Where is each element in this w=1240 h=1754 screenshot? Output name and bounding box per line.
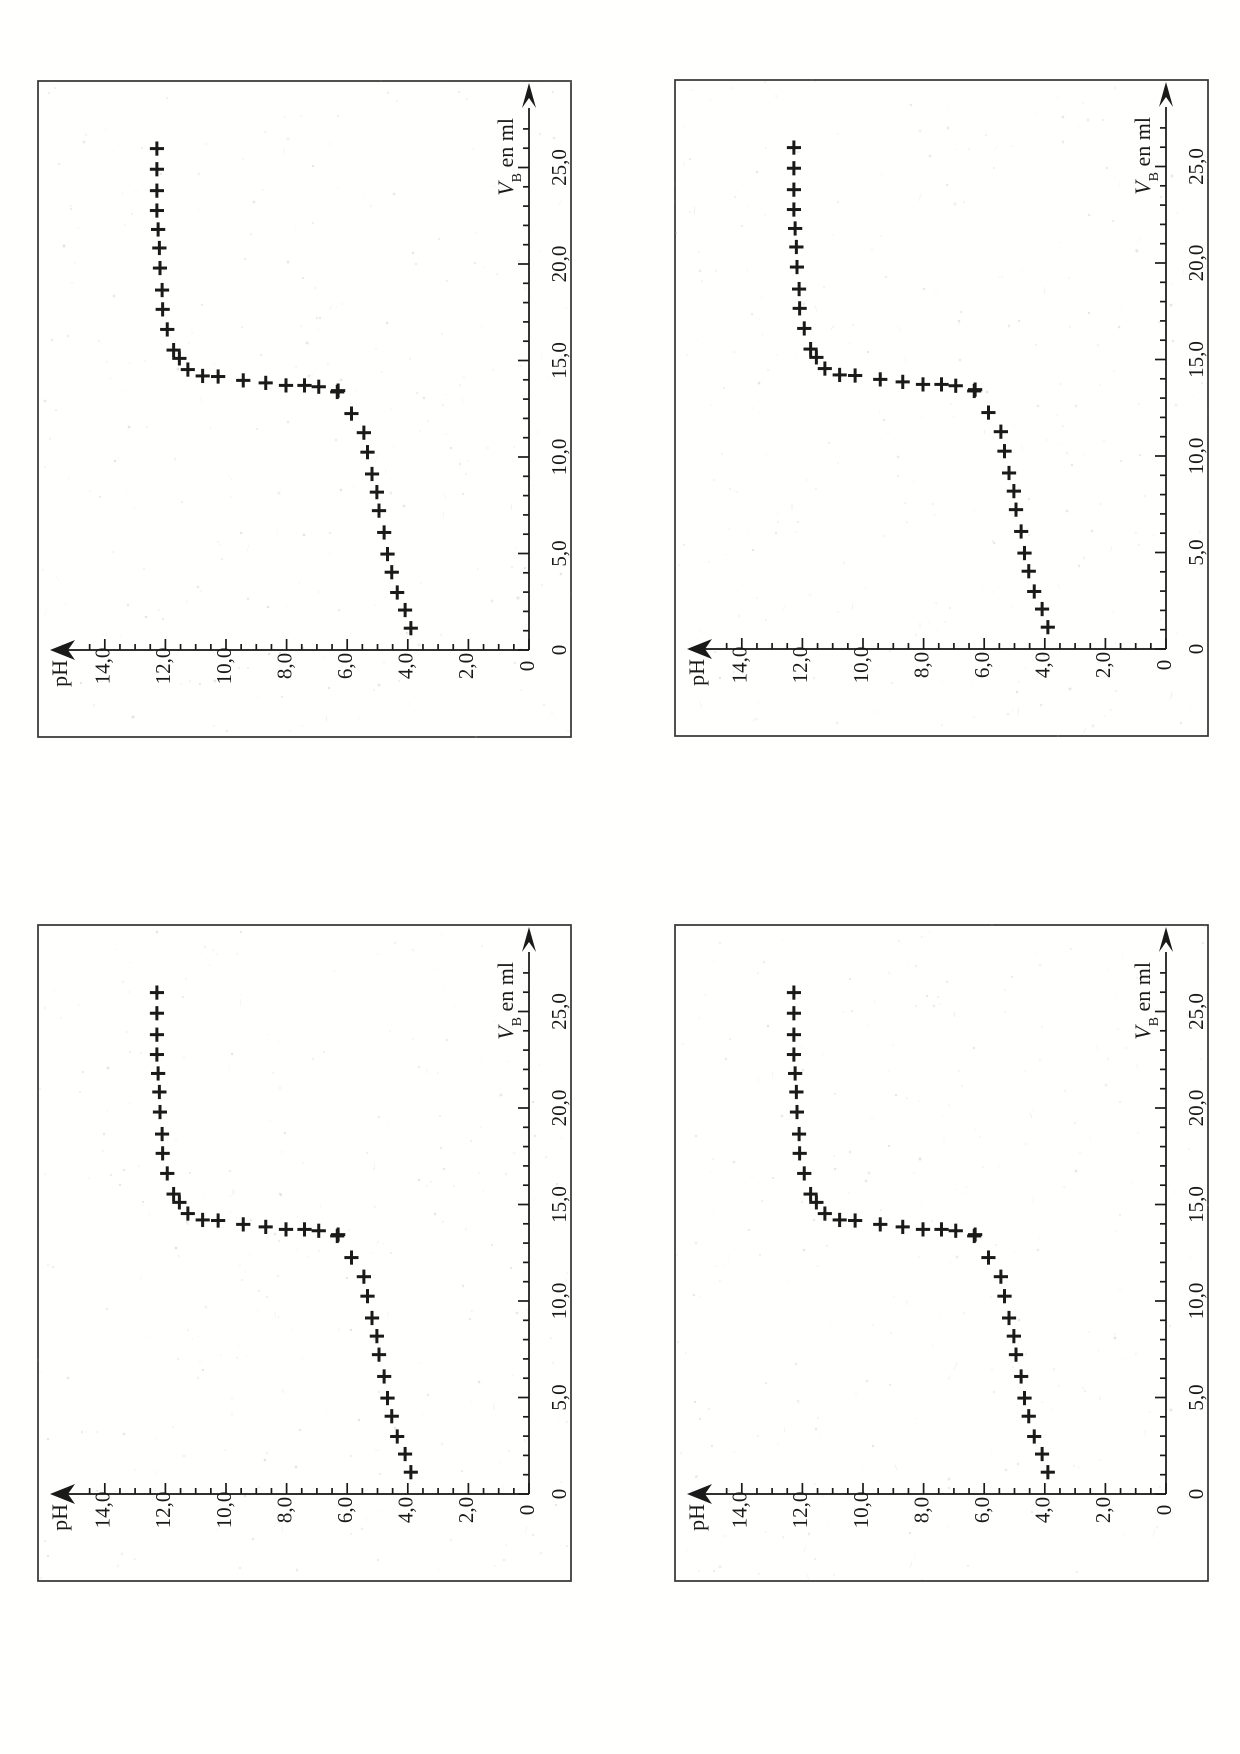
svg-text:5,0: 5,0 <box>547 540 571 566</box>
svg-text:15,0: 15,0 <box>547 342 571 379</box>
svg-text:15,0: 15,0 <box>1184 1186 1208 1223</box>
svg-text:10,0: 10,0 <box>1184 438 1208 475</box>
svg-text:12,0: 12,0 <box>788 647 812 684</box>
svg-text:6,0: 6,0 <box>333 1497 357 1523</box>
svg-text:2,0: 2,0 <box>454 1497 478 1523</box>
svg-text:20,0: 20,0 <box>547 1090 571 1127</box>
svg-text:12,0: 12,0 <box>788 1492 812 1529</box>
svg-text:0: 0 <box>1184 644 1208 655</box>
svg-text:20,0: 20,0 <box>1184 245 1208 282</box>
svg-text:6,0: 6,0 <box>970 652 994 678</box>
svg-text:0: 0 <box>1152 660 1176 671</box>
svg-text:4,0: 4,0 <box>1031 652 1055 678</box>
svg-text:5,0: 5,0 <box>1184 1384 1208 1410</box>
svg-text:2,0: 2,0 <box>1091 652 1115 678</box>
svg-text:25,0: 25,0 <box>1184 993 1208 1030</box>
svg-text:4,0: 4,0 <box>394 1497 418 1523</box>
svg-text:8,0: 8,0 <box>272 1497 296 1523</box>
svg-text:0: 0 <box>1184 1489 1208 1500</box>
svg-text:25,0: 25,0 <box>1184 148 1208 185</box>
svg-text:25,0: 25,0 <box>547 993 571 1030</box>
svg-text:0: 0 <box>1152 1505 1176 1516</box>
svg-text:pH: pH <box>684 659 709 686</box>
svg-text:4,0: 4,0 <box>1031 1497 1055 1523</box>
svg-text:VB en ml: VB en ml <box>1130 962 1162 1040</box>
svg-text:5,0: 5,0 <box>547 1384 571 1410</box>
svg-text:0: 0 <box>547 1489 571 1500</box>
svg-text:12,0: 12,0 <box>151 648 175 685</box>
svg-text:0: 0 <box>515 1505 539 1516</box>
svg-text:10,0: 10,0 <box>1184 1283 1208 1320</box>
svg-text:5,0: 5,0 <box>1184 539 1208 565</box>
svg-text:12,0: 12,0 <box>151 1492 175 1529</box>
svg-text:10,0: 10,0 <box>849 647 873 684</box>
svg-text:14,0: 14,0 <box>728 1492 752 1529</box>
svg-text:0: 0 <box>547 645 571 656</box>
svg-text:10,0: 10,0 <box>212 648 236 685</box>
svg-text:10,0: 10,0 <box>547 1283 571 1320</box>
svg-text:0: 0 <box>515 661 539 672</box>
svg-text:10,0: 10,0 <box>212 1492 236 1529</box>
svg-text:VB en ml: VB en ml <box>1130 117 1162 195</box>
svg-text:pH: pH <box>47 1504 72 1531</box>
svg-text:6,0: 6,0 <box>333 653 357 679</box>
svg-text:8,0: 8,0 <box>272 653 296 679</box>
svg-text:6,0: 6,0 <box>970 1497 994 1523</box>
svg-text:14,0: 14,0 <box>728 647 752 684</box>
svg-text:VB en ml: VB en ml <box>493 962 525 1040</box>
svg-text:VB en ml: VB en ml <box>493 118 525 196</box>
svg-text:8,0: 8,0 <box>909 652 933 678</box>
svg-text:14,0: 14,0 <box>91 648 115 685</box>
svg-text:25,0: 25,0 <box>547 149 571 186</box>
svg-text:pH: pH <box>47 660 72 687</box>
svg-text:15,0: 15,0 <box>1184 341 1208 378</box>
svg-text:10,0: 10,0 <box>547 439 571 476</box>
svg-text:4,0: 4,0 <box>394 653 418 679</box>
svg-text:2,0: 2,0 <box>1091 1497 1115 1523</box>
svg-text:14,0: 14,0 <box>91 1492 115 1529</box>
svg-text:pH: pH <box>684 1504 709 1531</box>
svg-text:8,0: 8,0 <box>909 1497 933 1523</box>
svg-text:10,0: 10,0 <box>849 1492 873 1529</box>
svg-text:20,0: 20,0 <box>547 246 571 283</box>
svg-text:20,0: 20,0 <box>1184 1090 1208 1127</box>
svg-text:2,0: 2,0 <box>454 653 478 679</box>
svg-text:15,0: 15,0 <box>547 1186 571 1223</box>
